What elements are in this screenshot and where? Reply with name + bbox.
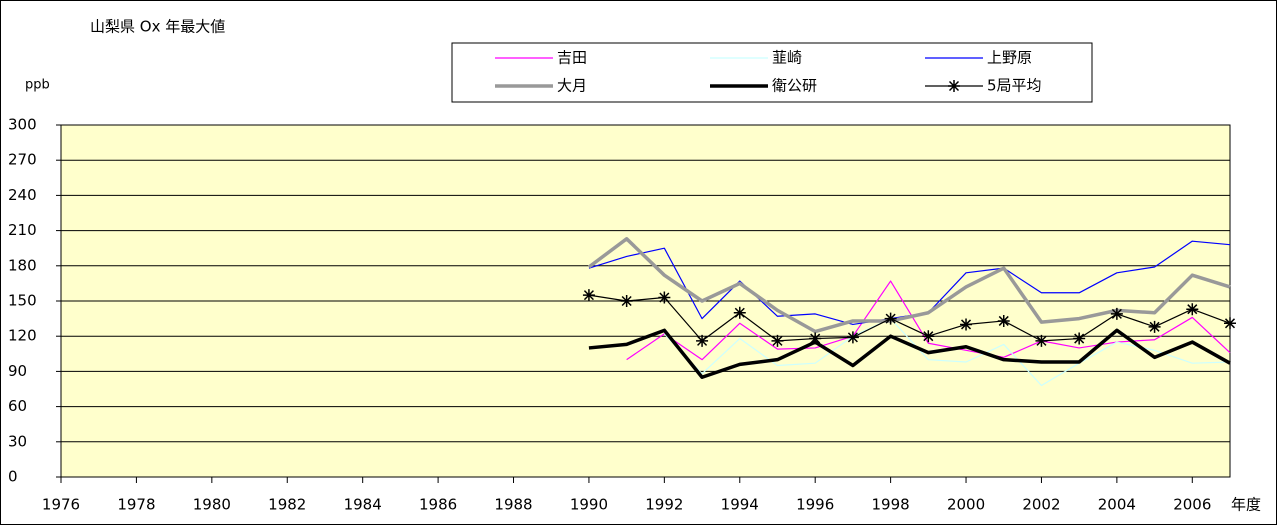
x-tick-label: 2000	[947, 496, 985, 514]
x-tick-label: 1990	[570, 496, 608, 514]
x-axis-label: 年度	[1231, 496, 1261, 514]
marker	[1148, 320, 1161, 333]
y-tick-label: 120	[8, 327, 37, 345]
chart-title: 山梨県 Ox 年最大値	[90, 18, 225, 36]
marker	[809, 332, 822, 345]
marker	[582, 289, 595, 302]
legend-marker	[948, 80, 960, 92]
marker	[1073, 332, 1086, 345]
x-tick-label: 1982	[268, 496, 306, 514]
y-axis-label: ppb	[25, 78, 50, 93]
y-tick-label: 90	[8, 362, 27, 380]
x-tick-label: 1998	[872, 496, 910, 514]
series-line	[588, 328, 1231, 380]
marker	[696, 334, 709, 347]
x-tick-label: 2002	[1022, 496, 1060, 514]
x-tick-label: 1976	[42, 496, 80, 514]
y-tick-label: 270	[8, 151, 37, 169]
marker	[620, 295, 633, 307]
legend-label: 衛公研	[772, 77, 817, 95]
legend-label: 大月	[557, 77, 587, 95]
x-tick-label: 1994	[721, 496, 759, 514]
marker	[997, 314, 1010, 327]
marker	[960, 318, 973, 331]
x-tick-label: 1996	[796, 496, 834, 514]
x-tick-label: 1992	[645, 496, 683, 514]
series-line	[588, 294, 1231, 342]
x-tick-label: 2006	[1173, 496, 1211, 514]
y-tick-label: 60	[8, 397, 27, 415]
marker	[1224, 317, 1236, 330]
x-tick-label: 2004	[1098, 496, 1136, 514]
y-tick-label: 0	[8, 468, 18, 486]
x-tick-label: 1980	[193, 496, 231, 514]
marker	[771, 334, 784, 347]
legend-label: 上野原	[987, 49, 1032, 67]
x-tick-label: 1978	[117, 496, 155, 514]
y-tick-label: 210	[8, 221, 37, 239]
x-tick-label: 1984	[344, 496, 382, 514]
marker	[1186, 303, 1199, 316]
marker	[733, 306, 746, 319]
y-tick-label: 150	[8, 292, 37, 310]
series-line	[587, 237, 1231, 334]
y-tick-label: 180	[8, 256, 37, 274]
plot-border	[60, 124, 1231, 478]
legend-label: 吉田	[557, 49, 587, 67]
series-line	[663, 318, 1231, 387]
x-tick-label: 1986	[419, 496, 457, 514]
marker	[846, 331, 859, 344]
marker	[922, 330, 935, 343]
marker	[884, 312, 897, 325]
marker	[1035, 334, 1048, 347]
x-tick-label: 1988	[494, 496, 532, 514]
legend-label: 5局平均	[987, 77, 1042, 95]
legend	[451, 42, 1093, 103]
marker	[658, 291, 671, 304]
marker	[1110, 307, 1123, 320]
legend-label: 韮崎	[772, 49, 802, 67]
y-tick-label: 240	[8, 186, 37, 204]
y-tick-label: 300	[8, 116, 37, 134]
y-tick-label: 30	[8, 432, 27, 450]
